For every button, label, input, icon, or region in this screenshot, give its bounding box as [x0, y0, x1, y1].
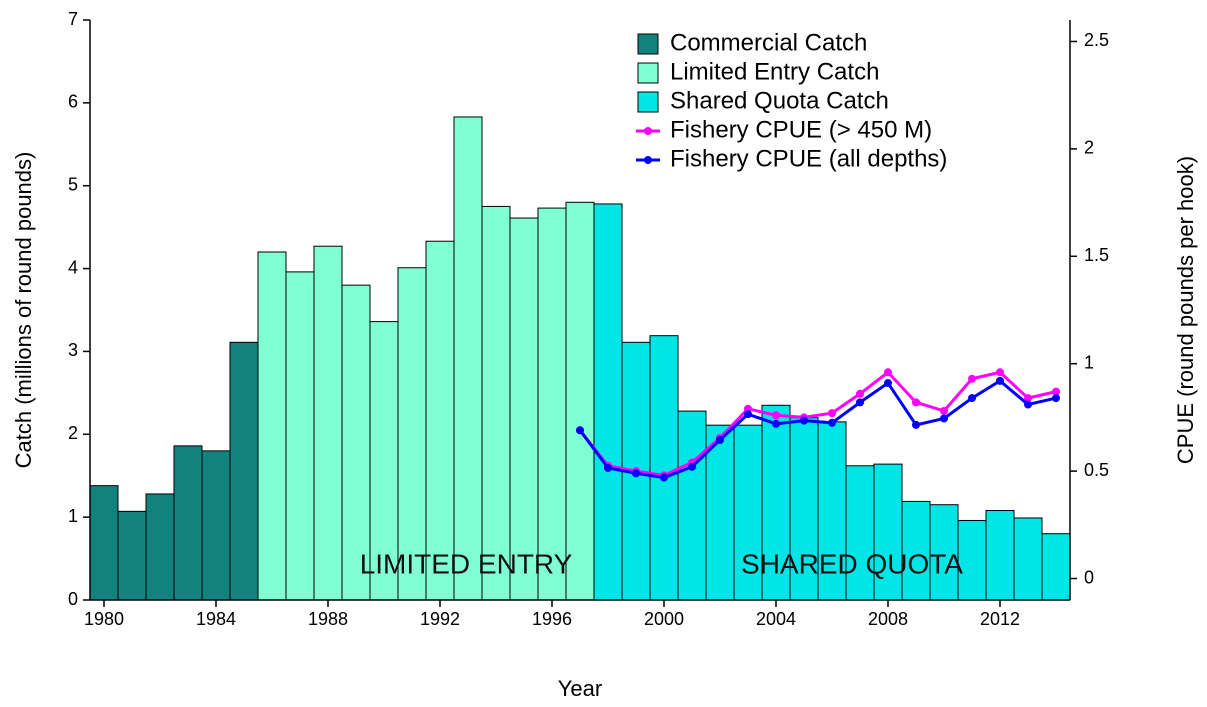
point [996, 376, 1004, 385]
bar [509, 217, 539, 601]
bar [89, 485, 119, 601]
line [578, 370, 1057, 477]
bar [397, 267, 427, 601]
point [884, 379, 892, 388]
legend-dot [644, 156, 652, 164]
bar [565, 201, 595, 601]
bar [985, 510, 1015, 601]
bar [341, 284, 371, 601]
point [856, 389, 864, 398]
legend-label: Limited Entry Catch [670, 58, 879, 85]
bar [453, 116, 483, 601]
y-tick-label: 5 [68, 174, 78, 194]
x-tick-label: 2008 [868, 609, 908, 629]
legend-dot [644, 127, 652, 135]
point [968, 394, 976, 403]
point [660, 473, 668, 482]
y-tick-label: 3 [68, 340, 78, 360]
point [968, 374, 976, 383]
point [744, 410, 752, 419]
point [688, 462, 696, 471]
y2-tick-label: 0.5 [1084, 460, 1109, 480]
y2-axis-label: CPUE (round pounds per hook) [1173, 156, 1198, 464]
bar [649, 335, 679, 601]
x-tick-label: 1996 [532, 609, 572, 629]
x-axis-label: Year [558, 676, 602, 701]
y-tick-label: 4 [68, 257, 78, 277]
point [940, 406, 948, 415]
y-tick-label: 7 [68, 9, 78, 29]
y2-tick-label: 1.5 [1084, 245, 1109, 265]
bar [1013, 517, 1043, 601]
bar [425, 240, 455, 601]
y-tick-label: 6 [68, 92, 78, 112]
point [912, 420, 920, 429]
annotation: LIMITED ENTRY [360, 548, 573, 579]
y2-tick-label: 2 [1084, 138, 1094, 158]
bar [873, 463, 903, 601]
bar [845, 465, 875, 601]
y-tick-label: 1 [68, 506, 78, 526]
bar [677, 410, 707, 601]
x-tick-label: 2000 [644, 609, 684, 629]
point [828, 418, 836, 427]
point [604, 463, 612, 472]
bar [369, 321, 399, 601]
point [576, 426, 584, 435]
y-tick-label: 2 [68, 423, 78, 443]
point [1052, 387, 1060, 396]
point [632, 469, 640, 478]
x-tick-label: 1984 [196, 609, 236, 629]
bar [593, 203, 623, 601]
legend-label: Fishery CPUE (all depths) [670, 145, 947, 172]
bar [733, 424, 763, 601]
line [578, 379, 1057, 480]
y-axis-label: Catch (millions of round pounds) [11, 152, 36, 469]
bar [229, 341, 259, 601]
point [1024, 394, 1032, 403]
bar [537, 207, 567, 601]
point [800, 416, 808, 425]
point [828, 409, 836, 418]
bar [1041, 533, 1071, 601]
bar [201, 450, 231, 601]
point [912, 398, 920, 407]
bar [901, 500, 931, 601]
y2-tick-label: 0 [1084, 567, 1094, 587]
bar [173, 445, 203, 601]
point [996, 368, 1004, 377]
y2-tick-label: 2.5 [1084, 30, 1109, 50]
bar [789, 417, 819, 601]
bar [285, 271, 315, 601]
y-tick-label: 0 [68, 589, 78, 609]
point [1024, 400, 1032, 409]
point [772, 411, 780, 420]
legend-label: Shared Quota Catch [670, 87, 889, 114]
legend-label: Fishery CPUE (> 450 M) [670, 116, 932, 143]
point [940, 414, 948, 423]
point [856, 398, 864, 407]
x-tick-label: 1980 [84, 609, 124, 629]
legend-swatch [637, 91, 659, 113]
annotation: SHARED QUOTA [741, 548, 963, 579]
x-tick-label: 2004 [756, 609, 796, 629]
legend-swatch [637, 62, 659, 84]
x-tick-label: 2012 [980, 609, 1020, 629]
bar [481, 205, 511, 601]
x-tick-label: 1988 [308, 609, 348, 629]
bar [145, 493, 175, 601]
point [884, 368, 892, 377]
bar [957, 519, 987, 601]
point [1052, 394, 1060, 403]
point [716, 435, 724, 444]
legend-swatch [637, 33, 659, 55]
bar [257, 251, 287, 601]
y2-tick-label: 1 [1084, 352, 1094, 372]
bar [313, 245, 343, 601]
point [772, 419, 780, 428]
bar [117, 510, 147, 601]
legend-label: Commercial Catch [670, 29, 867, 56]
x-tick-label: 1992 [420, 609, 460, 629]
